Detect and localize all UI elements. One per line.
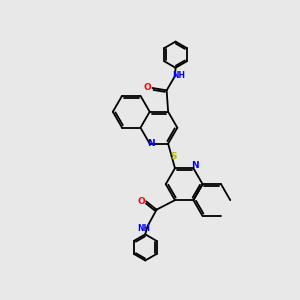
Text: O: O: [137, 197, 145, 206]
Text: O: O: [144, 83, 152, 92]
Text: NH: NH: [137, 224, 150, 233]
Text: S: S: [171, 152, 177, 161]
Text: NH: NH: [172, 71, 185, 80]
Text: N: N: [191, 161, 199, 170]
Text: N: N: [147, 139, 155, 148]
